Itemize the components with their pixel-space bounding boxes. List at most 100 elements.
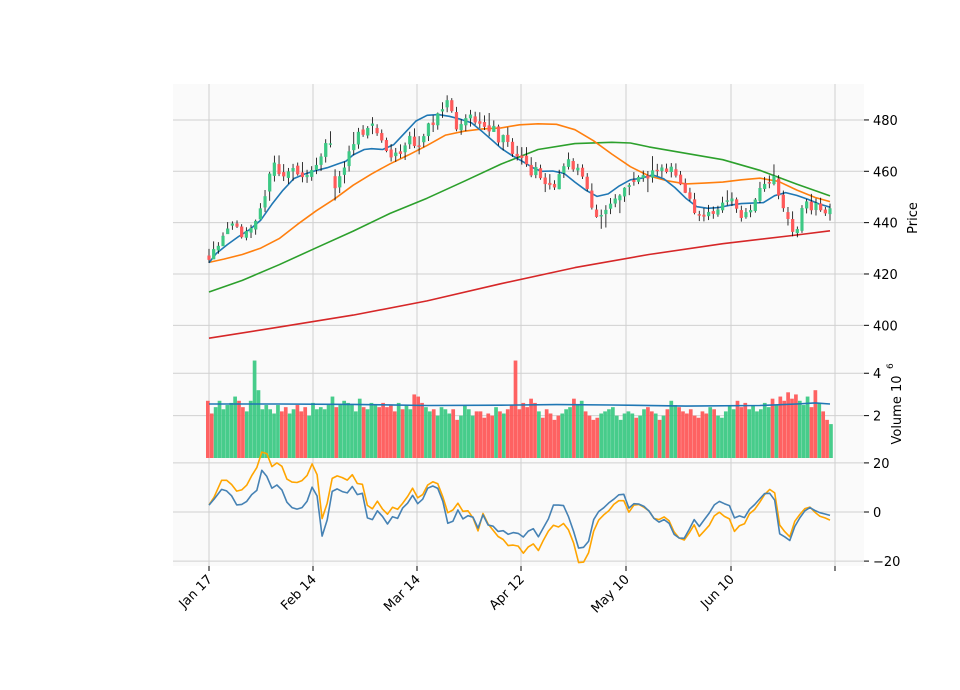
volume-bar <box>646 407 650 458</box>
candle-body <box>622 187 627 197</box>
volume-bar <box>295 405 300 458</box>
volume-bar <box>311 402 315 458</box>
candle-body <box>426 123 431 137</box>
volume-bar <box>622 413 627 458</box>
volume-bar <box>501 413 506 458</box>
candle-body <box>674 169 678 176</box>
volume-bar <box>805 396 810 458</box>
oscillator-line-blue <box>208 469 831 549</box>
oscillator-panel: 20 0 −20 <box>173 451 900 570</box>
volume-bar <box>813 390 818 458</box>
candle-body <box>650 170 655 178</box>
volume-bar <box>782 400 787 458</box>
volume-bar <box>315 409 319 458</box>
volume-bar <box>369 402 374 458</box>
candle-body <box>496 126 501 143</box>
volume-ma-line <box>209 402 831 407</box>
volume-bar <box>241 407 245 458</box>
volume-bar <box>338 405 343 458</box>
volume-bar <box>424 407 428 458</box>
candle-body <box>763 183 767 189</box>
volume-bar <box>634 417 639 458</box>
candle-body <box>268 173 272 192</box>
volume-bar <box>583 411 588 458</box>
candle-body <box>716 209 720 215</box>
price-axis-label: Price <box>906 202 921 234</box>
candle-body <box>683 182 687 193</box>
volume-bar <box>533 402 537 458</box>
candle-body <box>305 174 309 178</box>
volume-bar <box>821 411 826 458</box>
volume-bar <box>759 409 763 458</box>
volume-bar <box>408 409 413 458</box>
candle-body <box>678 174 683 185</box>
volume-bar <box>638 415 642 458</box>
candle-body <box>291 168 295 172</box>
candle-body <box>212 249 216 260</box>
volume-bar <box>716 415 720 458</box>
volume-bar <box>276 405 280 458</box>
ma-mid-line <box>208 123 831 264</box>
candle-body <box>749 210 753 213</box>
x-tick-label: Feb 14 <box>278 572 320 614</box>
volume-panel: 2 4 Volume 10 6 <box>173 351 905 458</box>
candle-body <box>492 125 496 132</box>
candle-body <box>735 199 739 209</box>
volume-bar <box>618 419 623 458</box>
volume-bar <box>677 407 681 458</box>
candle-body <box>800 208 804 231</box>
candle-body <box>510 141 515 155</box>
candle-body <box>777 178 781 196</box>
volume-bar <box>287 413 292 458</box>
volume-bar <box>649 411 654 458</box>
candle-body <box>244 230 248 238</box>
candle-body <box>753 199 757 212</box>
volume-bar <box>291 409 296 458</box>
volume-bar <box>556 415 561 458</box>
volume-bar <box>361 407 366 458</box>
candle-body <box>352 144 356 151</box>
volume-bar <box>330 396 335 458</box>
volume-bar <box>272 413 276 458</box>
volume-bar <box>279 411 284 458</box>
candle-body <box>707 211 711 217</box>
oscillator-ytick-label: 20 <box>873 457 890 472</box>
volume-bar <box>595 417 600 458</box>
volume-bar <box>568 407 572 458</box>
volume-bar <box>529 398 533 458</box>
volume-bar <box>774 405 779 458</box>
volume-bar <box>669 400 674 458</box>
candle-body <box>585 176 589 189</box>
volume-bar <box>322 409 327 458</box>
candle-body <box>604 209 608 215</box>
volume-bar <box>700 411 705 458</box>
volume-bar <box>614 415 619 458</box>
volume-bar <box>494 407 498 458</box>
volume-bar <box>692 415 697 458</box>
volume-bar <box>704 413 709 458</box>
candle-body <box>548 182 552 186</box>
candle-body <box>767 182 771 184</box>
candle-body <box>370 123 375 126</box>
volume-bar <box>221 409 226 458</box>
volume-bar <box>657 419 662 458</box>
candle-body <box>356 131 361 145</box>
volume-bar <box>801 405 806 458</box>
volume-bar <box>283 407 288 458</box>
volume-bar <box>786 392 790 458</box>
volume-bar <box>389 405 393 458</box>
volume-bar <box>739 407 744 458</box>
candle-body <box>552 183 557 188</box>
volume-bar <box>575 405 580 458</box>
volume-bar <box>509 405 514 458</box>
candle-body <box>394 152 398 157</box>
volume-bar <box>517 409 522 458</box>
candle-body <box>249 227 253 233</box>
candle-body <box>459 124 463 131</box>
volume-bar <box>229 402 234 458</box>
candle-body <box>286 171 290 178</box>
candle-body <box>828 208 832 215</box>
candle-body <box>258 208 262 220</box>
price-ytick-label: 440 <box>873 217 898 232</box>
price-ytick-label: 420 <box>873 268 898 283</box>
